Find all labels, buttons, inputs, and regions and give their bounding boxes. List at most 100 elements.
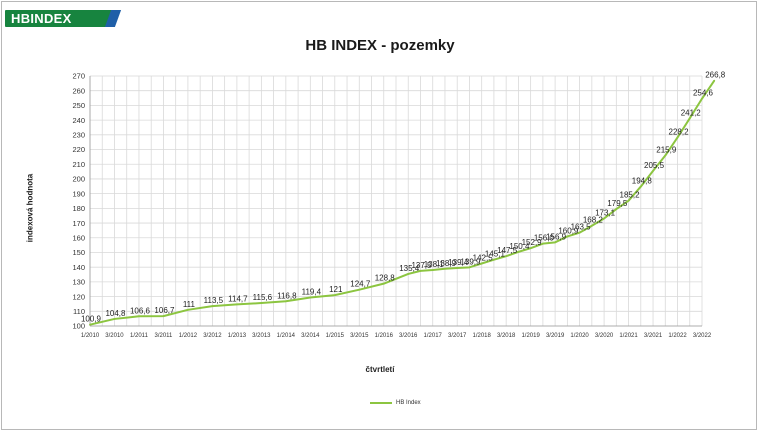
y-tick-label: 130 xyxy=(72,278,85,287)
data-point xyxy=(541,242,544,245)
data-label: 147,5 xyxy=(497,246,518,255)
x-tick-label: 1/2011 xyxy=(130,333,149,339)
data-label: 104,8 xyxy=(105,309,126,318)
data-point xyxy=(603,217,605,220)
x-tick-label: 3/2014 xyxy=(301,333,320,339)
x-tick-label: 1/2010 xyxy=(81,333,100,339)
x-tick-label: 1/2022 xyxy=(668,333,687,339)
data-label: 185,2 xyxy=(620,191,641,200)
data-label: 156,9 xyxy=(546,232,567,241)
data-point xyxy=(89,323,91,326)
data-point xyxy=(468,266,471,269)
x-tick-label: 1/2013 xyxy=(228,333,247,339)
data-point xyxy=(419,269,422,272)
data-label: 115,6 xyxy=(253,293,273,302)
data-point xyxy=(664,154,667,157)
data-point xyxy=(431,269,434,271)
data-point xyxy=(358,288,361,291)
data-point xyxy=(309,296,312,299)
y-tick-label: 220 xyxy=(72,145,85,154)
data-point xyxy=(480,262,483,265)
x-tick-label: 3/2015 xyxy=(350,333,369,339)
data-label: 266,8 xyxy=(705,71,726,80)
data-label: 215,9 xyxy=(656,146,677,155)
data-label: 106,6 xyxy=(130,306,151,315)
y-tick-label: 110 xyxy=(73,307,85,316)
data-label: 121 xyxy=(329,285,343,294)
data-label: 116,8 xyxy=(277,291,297,300)
data-point xyxy=(187,308,189,311)
x-tick-label: 1/2016 xyxy=(375,333,394,339)
y-tick-label: 160 xyxy=(72,233,85,242)
data-point xyxy=(676,136,679,139)
x-tick-label: 1/2020 xyxy=(570,333,589,339)
y-tick-label: 230 xyxy=(72,131,85,140)
data-label: 145,1 xyxy=(485,250,506,259)
data-point xyxy=(529,247,532,250)
x-tick-label: 1/2014 xyxy=(277,333,296,339)
x-tick-label: 1/2018 xyxy=(473,333,492,339)
data-point xyxy=(639,185,642,188)
data-point xyxy=(493,258,495,261)
legend-line-swatch xyxy=(370,402,392,404)
x-tick-label: 1/2012 xyxy=(179,333,198,339)
y-tick-label: 140 xyxy=(72,263,85,272)
y-tick-label: 270 xyxy=(72,72,85,81)
x-tick-label: 3/2020 xyxy=(595,333,614,339)
x-tick-label: 1/2017 xyxy=(424,333,443,339)
data-label: 138,1 xyxy=(424,260,445,269)
data-label: 228,2 xyxy=(669,127,690,136)
data-point xyxy=(505,255,508,258)
data-label: 139,9 xyxy=(460,257,481,266)
data-label: 114,7 xyxy=(228,294,248,303)
y-tick-label: 150 xyxy=(72,248,85,257)
data-point xyxy=(284,300,287,303)
x-tick-label: 1/2015 xyxy=(326,333,345,339)
data-label: 156,0 xyxy=(534,234,555,243)
data-label: 128,8 xyxy=(375,274,396,283)
x-tick-label: 1/2021 xyxy=(619,333,638,339)
data-label: 241,2 xyxy=(681,108,702,117)
data-label: 106,7 xyxy=(154,306,175,315)
data-point xyxy=(382,282,385,285)
data-label: 100,9 xyxy=(81,315,102,324)
data-point xyxy=(138,315,140,318)
chart-title: HB INDEX - pozemky xyxy=(305,37,455,54)
x-tick-label: 3/2021 xyxy=(644,333,663,339)
x-tick-label: 3/2012 xyxy=(203,333,222,339)
data-point xyxy=(456,267,459,269)
data-point xyxy=(566,235,569,238)
x-tick-label: 1/2019 xyxy=(521,333,540,339)
x-tick-label: 3/2017 xyxy=(448,333,467,339)
x-tick-label: 3/2022 xyxy=(693,333,712,339)
data-label: 160,9 xyxy=(558,226,579,235)
data-label: 142,5 xyxy=(473,254,494,263)
data-point xyxy=(211,305,214,308)
data-label: 138,9 xyxy=(436,259,457,268)
y-tick-label: 190 xyxy=(72,189,85,198)
data-label: 113,5 xyxy=(204,296,224,305)
data-point xyxy=(517,250,520,253)
y-tick-label: 120 xyxy=(72,292,85,301)
data-label: 150,4 xyxy=(509,242,530,251)
legend: HB Index xyxy=(370,400,421,406)
data-point xyxy=(554,241,557,244)
data-point xyxy=(578,231,581,234)
data-label: 194,8 xyxy=(632,177,653,186)
data-label: 173,1 xyxy=(595,209,616,218)
y-tick-label: 100 xyxy=(72,322,85,331)
x-tick-label: 3/2018 xyxy=(497,333,516,339)
data-label: 137,5 xyxy=(411,261,432,270)
data-label: 135,4 xyxy=(399,264,420,273)
data-label: 163,5 xyxy=(571,223,592,232)
data-label: 152,9 xyxy=(522,238,543,247)
logo-text: HBINDEX xyxy=(11,11,72,26)
x-tick-label: 3/2010 xyxy=(105,333,124,339)
data-label: 179,5 xyxy=(607,199,628,208)
data-point xyxy=(162,315,165,318)
data-point xyxy=(333,294,336,297)
data-label: 119,4 xyxy=(302,287,322,296)
y-tick-label: 250 xyxy=(72,101,85,110)
